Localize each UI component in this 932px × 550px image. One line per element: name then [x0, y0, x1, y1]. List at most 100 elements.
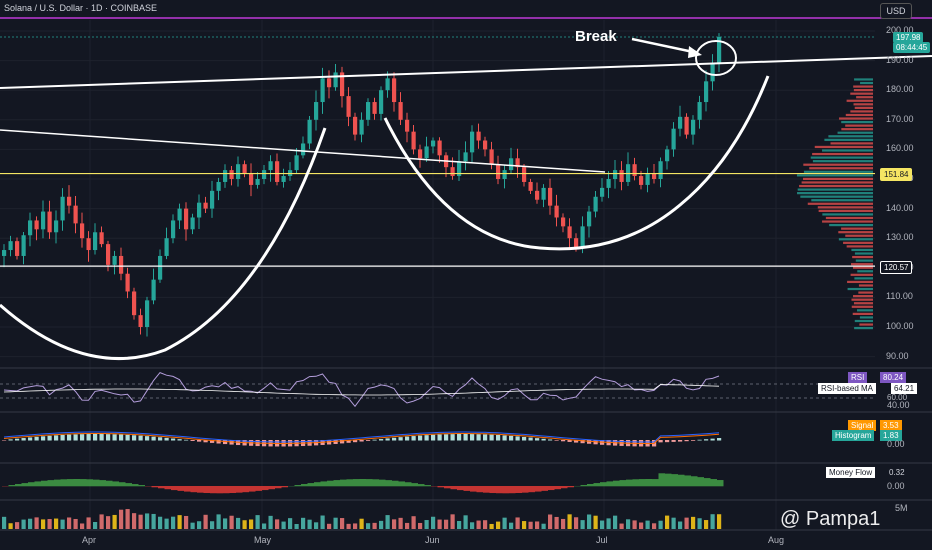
price-tick-label: 200.00 [886, 25, 914, 35]
volume-bar [502, 517, 507, 529]
volume-profile-bar [845, 124, 873, 127]
volume-profile-bar [839, 117, 873, 120]
macd-histogram-bar [359, 440, 364, 442]
candle-body [392, 78, 397, 103]
volume-bar [684, 517, 689, 529]
volume-bar [203, 514, 208, 529]
volume-profile-bar [801, 181, 873, 184]
candle-body [171, 220, 176, 239]
money-flow-bar [411, 483, 418, 487]
money-flow-bar [353, 479, 360, 487]
volume-bar [262, 523, 267, 529]
volume-profile-bar [841, 128, 873, 131]
macd-histogram-bar [190, 440, 195, 441]
candle-body [541, 187, 546, 200]
volume-bar [184, 515, 189, 529]
money-flow-bar [372, 479, 379, 487]
candle-body [398, 102, 403, 120]
macd-histogram-bar [567, 440, 572, 442]
volume-bar [99, 514, 104, 529]
volume-bar [717, 514, 722, 529]
volume-bar [138, 514, 143, 529]
candle-body [450, 167, 455, 177]
candle-body [15, 241, 20, 256]
money-flow-bar [327, 480, 334, 487]
candle-body [645, 173, 650, 185]
money-flow-bar [476, 486, 483, 493]
money-flow-bar [171, 486, 178, 491]
volume-bar [366, 523, 371, 529]
volume-bar [275, 519, 280, 529]
volume-bar [249, 519, 254, 529]
volume-profile-bar [856, 309, 873, 312]
volume-profile-bar [838, 238, 873, 241]
price-tick-label: 190.00 [886, 54, 914, 65]
volume-bar [15, 522, 20, 529]
volume-bar [171, 516, 176, 529]
volume-bar [327, 523, 332, 529]
macd-histogram-bar [515, 436, 520, 441]
volume-profile-bar [853, 295, 873, 298]
candle-body [249, 173, 254, 185]
candle-body [21, 235, 26, 256]
candle-body [652, 173, 657, 179]
candle-body [125, 273, 130, 292]
volume-bar [463, 515, 468, 529]
volume-bar [158, 516, 163, 529]
volume-bar [606, 518, 611, 529]
currency-button[interactable]: USD [880, 3, 912, 19]
macd-histogram-bar [372, 439, 377, 441]
money-flow-bar [294, 484, 301, 487]
money-flow-bar [203, 486, 210, 494]
candle-body [86, 238, 91, 251]
money-flow-bar [314, 482, 321, 487]
macd-histogram-bar [658, 440, 663, 443]
candle-body [372, 102, 377, 114]
volume-profile-bar [854, 319, 873, 323]
candle-body [704, 81, 709, 103]
money-flow-bar [626, 479, 633, 487]
money-flow-bar [691, 476, 698, 487]
volume-bar [314, 522, 319, 529]
money-flow-bar [710, 479, 717, 487]
money-flow-bar [164, 486, 171, 490]
macd-histogram-bar [437, 434, 442, 441]
candle-body [658, 161, 663, 179]
macd-histogram-bar [678, 440, 683, 442]
volume-bar [145, 513, 150, 529]
macd-histogram-bar [450, 434, 455, 441]
candle-body [132, 291, 137, 316]
volume-profile-bar [817, 206, 873, 209]
volume-bar [593, 515, 598, 529]
macd-histogram-bar [665, 440, 670, 443]
volume-bar [424, 520, 429, 529]
money-flow-bar [645, 479, 652, 487]
macd-histogram-bar [340, 440, 345, 444]
macd-histogram-bar [522, 436, 527, 441]
macd-histogram-bar [483, 434, 488, 441]
money-flow-bar [158, 486, 165, 489]
volume-profile-bar [822, 220, 873, 223]
macd-histogram-bar [398, 437, 403, 441]
volume-bar [242, 520, 247, 529]
rsi-line [3, 371, 720, 408]
money-flow-bar [359, 479, 366, 487]
volume-bar [294, 523, 299, 529]
money-flow-bar [632, 479, 639, 487]
macd-histogram-bar [203, 440, 208, 443]
candle-body [268, 161, 273, 171]
volume-bar [613, 515, 618, 529]
macd-histogram-bar [60, 434, 65, 441]
volume-profile-bar [858, 291, 873, 294]
money-flow-bar [21, 483, 28, 487]
volume-profile-bar [812, 152, 873, 156]
candle-body [301, 143, 306, 156]
candle-body [463, 152, 468, 162]
candle-body [320, 78, 325, 103]
volume-bar [353, 523, 358, 529]
volume-bar [626, 519, 631, 529]
candle-body [632, 164, 637, 177]
volume-bar [619, 523, 624, 529]
volume-bar [151, 513, 156, 529]
